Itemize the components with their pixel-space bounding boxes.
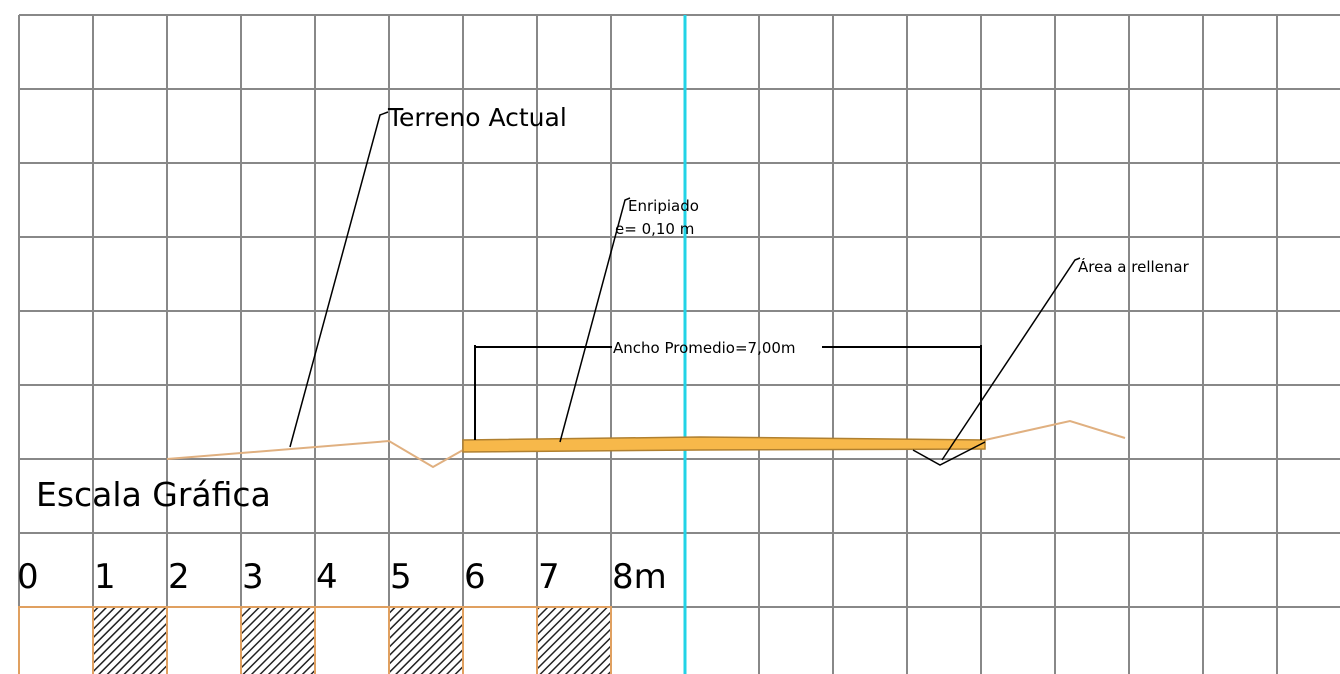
- scale-tick-label: 6: [464, 557, 486, 597]
- scale-tick-label: 5: [390, 557, 412, 597]
- scale-tick-label: 0: [17, 557, 39, 597]
- scale-tick-label: 2: [168, 557, 190, 597]
- scale-tick-label: 7: [538, 557, 560, 597]
- scale-title: Escala Gráfica: [36, 475, 271, 514]
- scale-tick-label: 1: [94, 557, 116, 597]
- width-label: Ancho Promedio=7,00m: [613, 339, 796, 357]
- scale-bar: [18, 606, 612, 674]
- terrain-line: [166, 439, 464, 469]
- scale-tick-label: 8m: [612, 557, 667, 597]
- scale-ticks: 0 1 2 3 4 5 6 7 8m: [17, 557, 667, 597]
- gravel-layer: [462, 436, 986, 453]
- grid: [18, 14, 1340, 674]
- terrain-line: [984, 419, 1126, 441]
- fill-area: [912, 441, 986, 466]
- terrain-label: Terreno Actual: [387, 103, 567, 132]
- gravel-thickness-label: e= 0,10 m: [615, 220, 694, 238]
- fill-area-label: Área a rellenar: [1078, 257, 1190, 276]
- gravel-label: Enripiado: [628, 197, 699, 215]
- scale-tick-label: 3: [242, 557, 264, 597]
- scale-tick-label: 4: [316, 557, 338, 597]
- leader-lines: [289, 111, 1081, 461]
- dimension-line: [474, 345, 982, 440]
